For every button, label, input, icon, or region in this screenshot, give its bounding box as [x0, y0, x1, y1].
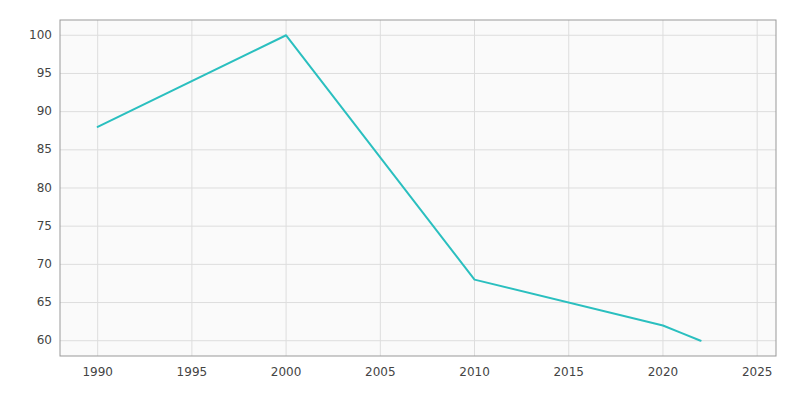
tick-labels: 60 65 70 75 80 85 90 95 100 1990 1995 2000 2005 2010 2… [29, 28, 772, 379]
y-tick-label: 65 [37, 295, 52, 309]
x-tick-label: 2025 [742, 365, 773, 379]
x-grid-line [380, 20, 381, 356]
y-grid-line [60, 302, 776, 303]
x-grid-line [97, 20, 98, 356]
y-grid-line [60, 188, 776, 189]
x-tick-label: 2005 [365, 365, 396, 379]
chart-container: 60 65 70 75 80 85 90 95 100 1990 1995 2000 2005 2010 2… [0, 0, 800, 400]
y-tick-label: 100 [29, 28, 52, 42]
x-grid-line [191, 20, 192, 356]
plot-background [60, 20, 776, 356]
line [98, 35, 701, 340]
y-tick-label: 75 [37, 219, 52, 233]
x-grid-line [568, 20, 569, 356]
y-grid-line [60, 149, 776, 150]
x-grid-line [286, 20, 287, 356]
x-grid-line [662, 20, 663, 356]
y-grid-line [60, 340, 776, 341]
x-tick-label: 1990 [82, 365, 113, 379]
x-tick-label: 2015 [553, 365, 584, 379]
y-tick-label: 70 [37, 257, 52, 271]
y-grid-line [60, 73, 776, 74]
y-grid-line [60, 226, 776, 227]
y-tick-label: 60 [37, 333, 52, 347]
x-tick-label: 1995 [177, 365, 208, 379]
x-tick-label: 2010 [459, 365, 490, 379]
data-layer [98, 35, 701, 340]
chart-svg: 60 65 70 75 80 85 90 95 100 1990 1995 2000 2005 2010 2… [0, 0, 800, 400]
y-tick-label: 95 [37, 66, 52, 80]
y-grid-line [60, 264, 776, 265]
y-tick-label: 90 [37, 104, 52, 118]
y-tick-label: 85 [37, 142, 52, 156]
plot-frame [60, 20, 776, 356]
x-tick-label: 2020 [648, 365, 679, 379]
x-grid-line [474, 20, 475, 356]
x-grid-line [757, 20, 758, 356]
y-grid-line [60, 111, 776, 112]
page: {"chart_data": {"type": "line", "x": [19… [0, 0, 800, 400]
x-tick-label: 2000 [271, 365, 302, 379]
grid [60, 20, 776, 356]
y-tick-label: 80 [37, 181, 52, 195]
y-grid-line [60, 35, 776, 36]
